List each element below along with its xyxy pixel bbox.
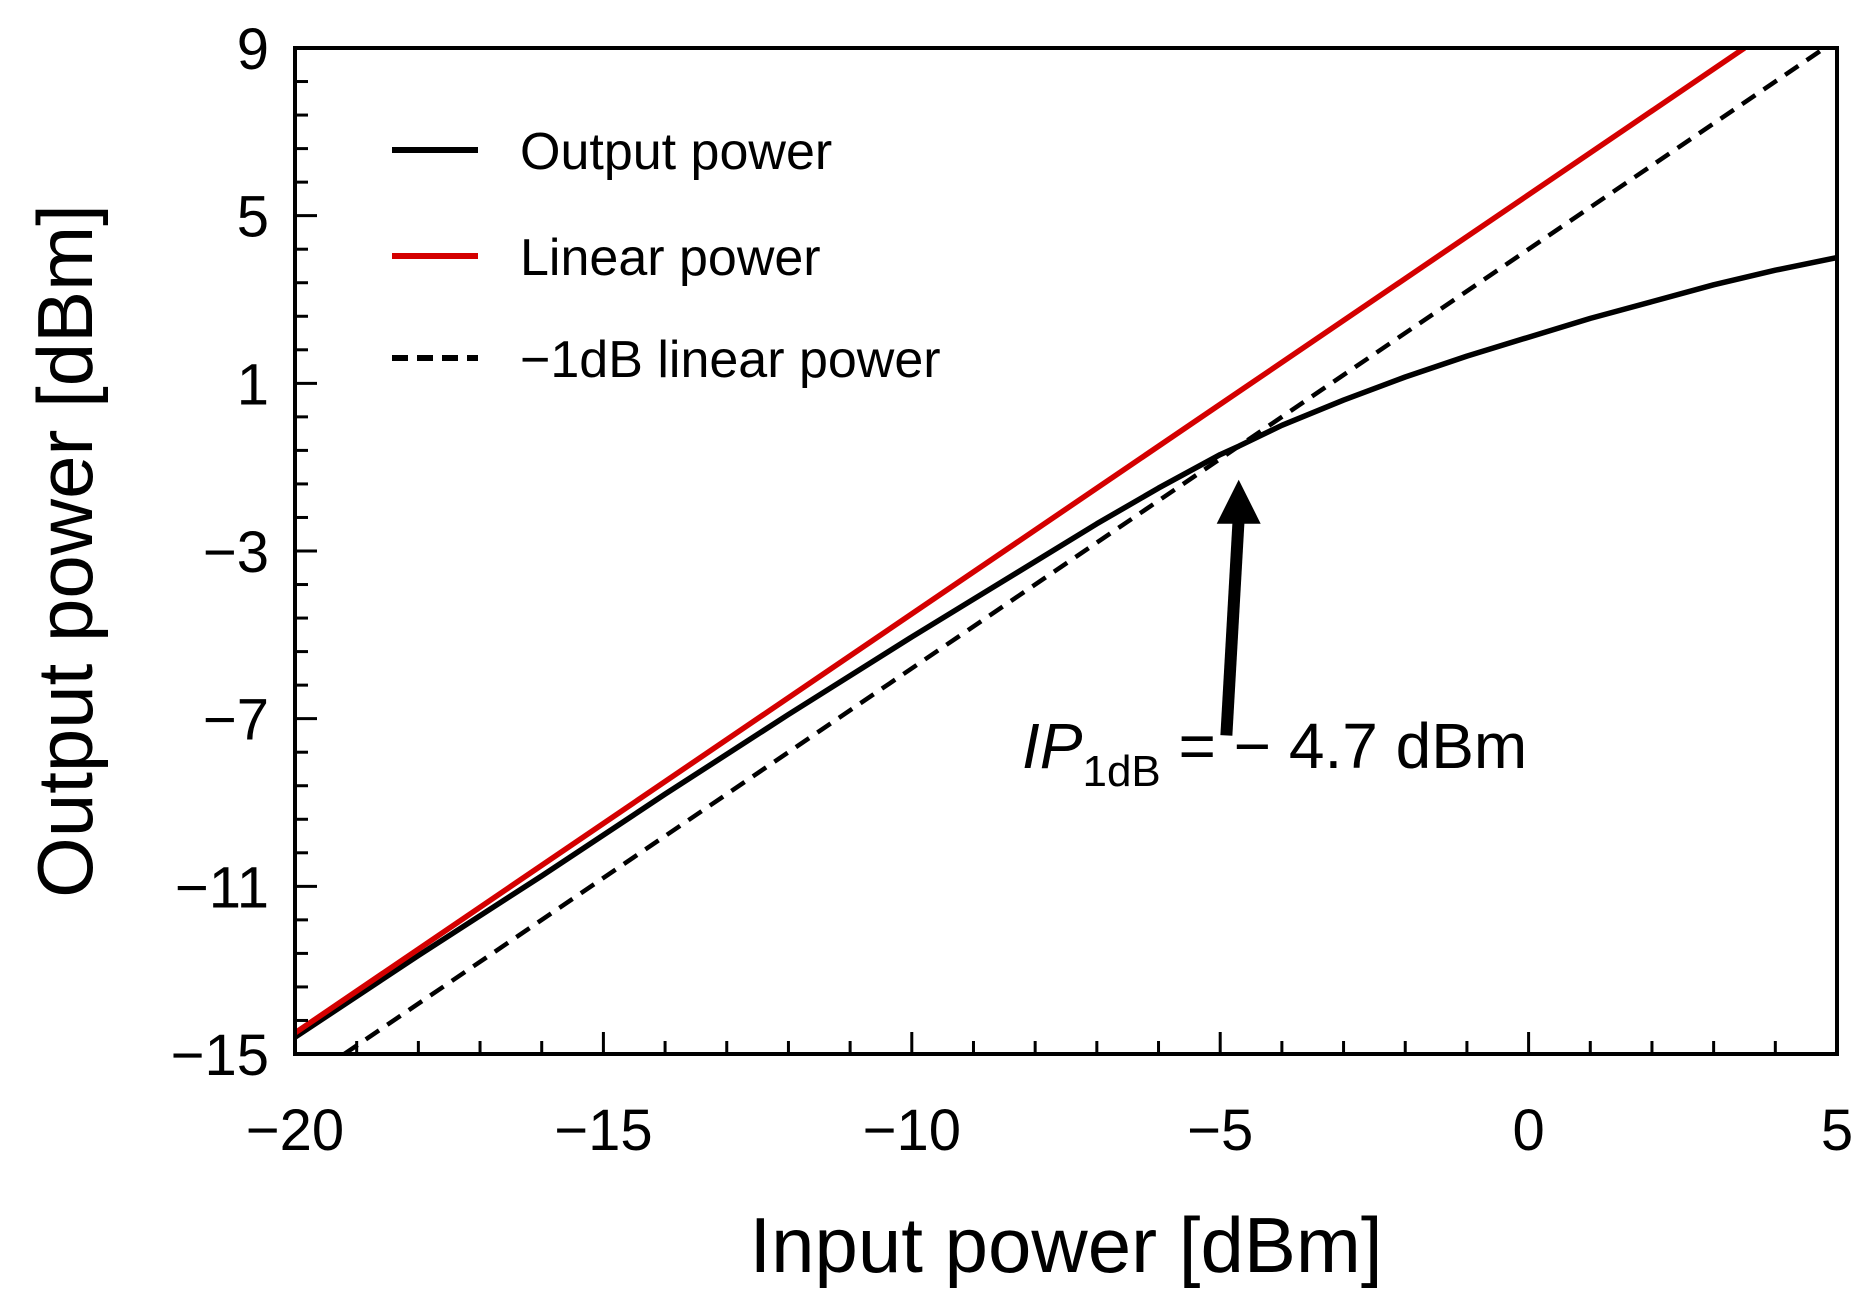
annotation-label: IP1dB = − 4.7 dBm (1022, 710, 1527, 796)
annotation-arrow-head (1216, 479, 1261, 524)
series-line-3 (343, 48, 1826, 1054)
x-tick-label: 0 (1512, 1098, 1544, 1163)
legend: Output power Linear power −1dB linear powe… (392, 123, 941, 389)
x-tick-label: −10 (863, 1098, 961, 1163)
y-tick-label: −7 (203, 688, 269, 753)
x-axis-title: Input power [dBm] (750, 1201, 1383, 1289)
annotation-arrow-shaft (1220, 517, 1245, 736)
axis-ticks (293, 46, 1839, 1056)
y-axis-title: Output power [dBm] (21, 204, 109, 898)
x-tick-label: −15 (554, 1098, 652, 1163)
annotation: IP1dB = − 4.7 dBm (1022, 479, 1527, 796)
y-tick-label: 5 (237, 185, 269, 250)
series-line-2 (295, 48, 1747, 1036)
x-tick-label: −5 (1187, 1098, 1253, 1163)
annotation-label-value: = − 4.7 dBm (1161, 710, 1527, 782)
axis-tick-labels: −20 −15 −10 −5 0 5 −15 −11 −7 −3 1 5 9 (171, 17, 1854, 1163)
x-tick-label: 5 (1821, 1098, 1853, 1163)
annotation-label-subscript: 1dB (1082, 747, 1160, 796)
y-tick-label: 1 (237, 352, 269, 417)
x-tick-label: −20 (246, 1098, 344, 1163)
y-tick-label: 9 (237, 17, 269, 82)
series-layer (295, 48, 1837, 1054)
y-tick-label: −11 (175, 855, 269, 920)
legend-label-2: Linear power (520, 229, 821, 287)
legend-label-3: −1dB linear power (520, 331, 941, 389)
legend-label-1: Output power (520, 123, 832, 181)
annotation-label-main: IP (1022, 710, 1083, 782)
y-tick-label: −3 (203, 520, 269, 585)
y-tick-label: −15 (171, 1023, 269, 1088)
